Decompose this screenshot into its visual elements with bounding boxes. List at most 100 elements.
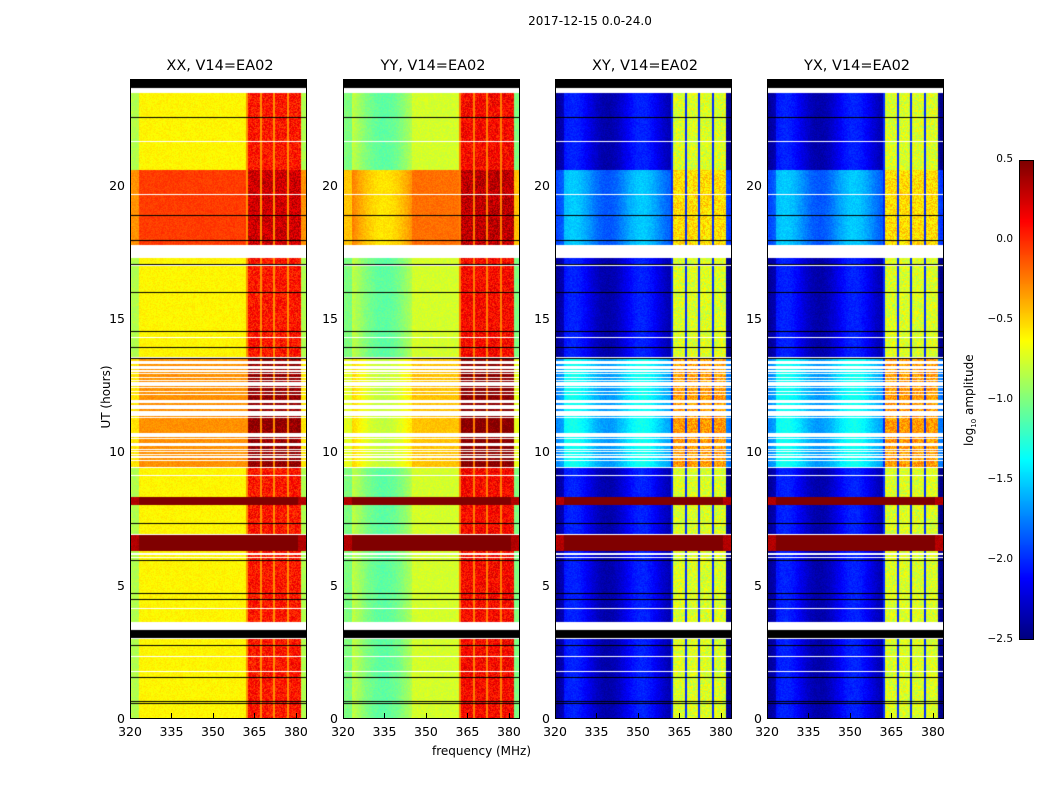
x-tick-mark [849,80,851,85]
y-axis-label: UT (hours) [99,365,113,429]
x-tick-mark [637,80,639,85]
waterfall-image-xy [556,80,731,718]
x-tick-label: 350 [838,724,862,739]
x-tick-label: 380 [921,724,945,739]
y-tick-label: 10 [534,444,550,460]
x-tick-label: 320 [118,724,142,739]
x-tick-label: 320 [331,724,355,739]
x-axis-label: frequency (MHz) [432,744,532,758]
x-tick-label: 350 [414,724,438,739]
colorbar-tick-label: 0.0 [996,233,1013,245]
x-tick-mark [171,713,173,718]
waterfall-panel-xy [555,79,732,719]
x-tick-mark [254,80,256,85]
y-tick-label: 15 [534,311,550,326]
x-tick-mark [467,80,469,85]
x-tick-mark [932,713,934,718]
x-tick-mark [767,713,768,718]
x-tick-label: 380 [709,724,733,739]
x-tick-label: 365 [242,724,267,739]
x-tick-mark [555,80,556,85]
x-tick-mark [849,713,851,718]
y-tick-label: 5 [330,577,338,593]
x-tick-mark [508,80,510,85]
colorbar [1019,160,1034,640]
x-tick-mark [932,80,934,85]
x-tick-label: 365 [879,724,904,739]
waterfall-panel-yy [343,79,520,719]
x-tick-mark [720,713,722,718]
figure-title: 2017-12-15 0.0-24.0 [528,14,652,28]
x-tick-label: 335 [796,724,821,739]
y-tick-label: 5 [117,577,125,593]
x-tick-label: 335 [159,724,184,739]
x-tick-label: 350 [201,724,225,739]
x-tick-label: 335 [372,724,397,739]
waterfall-image-yy [344,80,519,718]
x-tick-mark [212,80,214,85]
x-tick-mark [343,80,344,85]
colorbar-tick-label: −1.0 [987,393,1014,405]
x-tick-label: 335 [584,724,609,739]
panel-title-yx: YX, V14=EA02 [803,58,911,74]
y-tick-label: 10 [109,444,125,460]
y-tick-label: 0 [754,711,762,726]
x-tick-mark [808,713,810,718]
colorbar-tick-label: −2.0 [987,553,1014,565]
colorbar-label: log10 amplitude [961,354,979,447]
y-tick-label: 20 [746,177,762,193]
y-tick-label: 10 [746,444,762,460]
x-tick-mark [637,713,639,718]
x-tick-mark [295,80,297,85]
waterfall-image-yx [768,80,943,718]
x-tick-mark [130,713,131,718]
x-tick-mark [295,713,297,718]
panel-title-xx: XX, V14=EA02 [166,58,274,74]
x-tick-label: 350 [626,724,650,739]
x-tick-label: 320 [755,724,779,739]
x-tick-mark [679,80,681,85]
y-tick-label: 10 [322,444,338,460]
y-tick-label: 0 [330,711,338,726]
x-tick-label: 320 [543,724,567,739]
y-tick-label: 0 [542,711,550,726]
x-tick-mark [130,80,131,85]
x-tick-mark [679,713,681,718]
x-tick-mark [384,80,386,85]
x-tick-mark [596,713,598,718]
x-tick-mark [891,80,893,85]
x-tick-mark [171,80,173,85]
x-tick-label: 365 [667,724,692,739]
x-tick-mark [425,713,427,718]
x-tick-label: 380 [497,724,521,739]
x-tick-mark [555,713,556,718]
colorbar-gradient [1020,161,1033,639]
y-tick-label: 15 [322,311,338,326]
y-tick-label: 20 [109,177,125,193]
panel-title-yy: YY, V14=EA02 [380,58,486,74]
y-tick-label: 5 [542,577,550,593]
waterfall-panel-yx [767,79,944,719]
y-tick-label: 15 [109,311,125,326]
colorbar-tick-label: 0.5 [996,153,1013,165]
x-tick-mark [212,713,214,718]
x-tick-label: 365 [455,724,480,739]
x-tick-mark [384,713,386,718]
x-tick-mark [467,713,469,718]
colorbar-tick-label: −0.5 [987,313,1014,325]
colorbar-tick-label: −1.5 [987,473,1014,485]
panel-title-xy: XY, V14=EA02 [591,58,699,74]
x-tick-mark [508,713,510,718]
x-tick-mark [808,80,810,85]
x-tick-mark [254,713,256,718]
waterfall-image-xx [131,80,306,718]
y-tick-label: 15 [746,311,762,326]
x-tick-mark [891,713,893,718]
x-tick-mark [425,80,427,85]
y-tick-label: 20 [322,177,338,193]
y-tick-label: 20 [534,177,550,193]
x-tick-mark [720,80,722,85]
waterfall-panel-xx [130,79,307,719]
x-tick-mark [596,80,598,85]
x-tick-mark [343,713,344,718]
